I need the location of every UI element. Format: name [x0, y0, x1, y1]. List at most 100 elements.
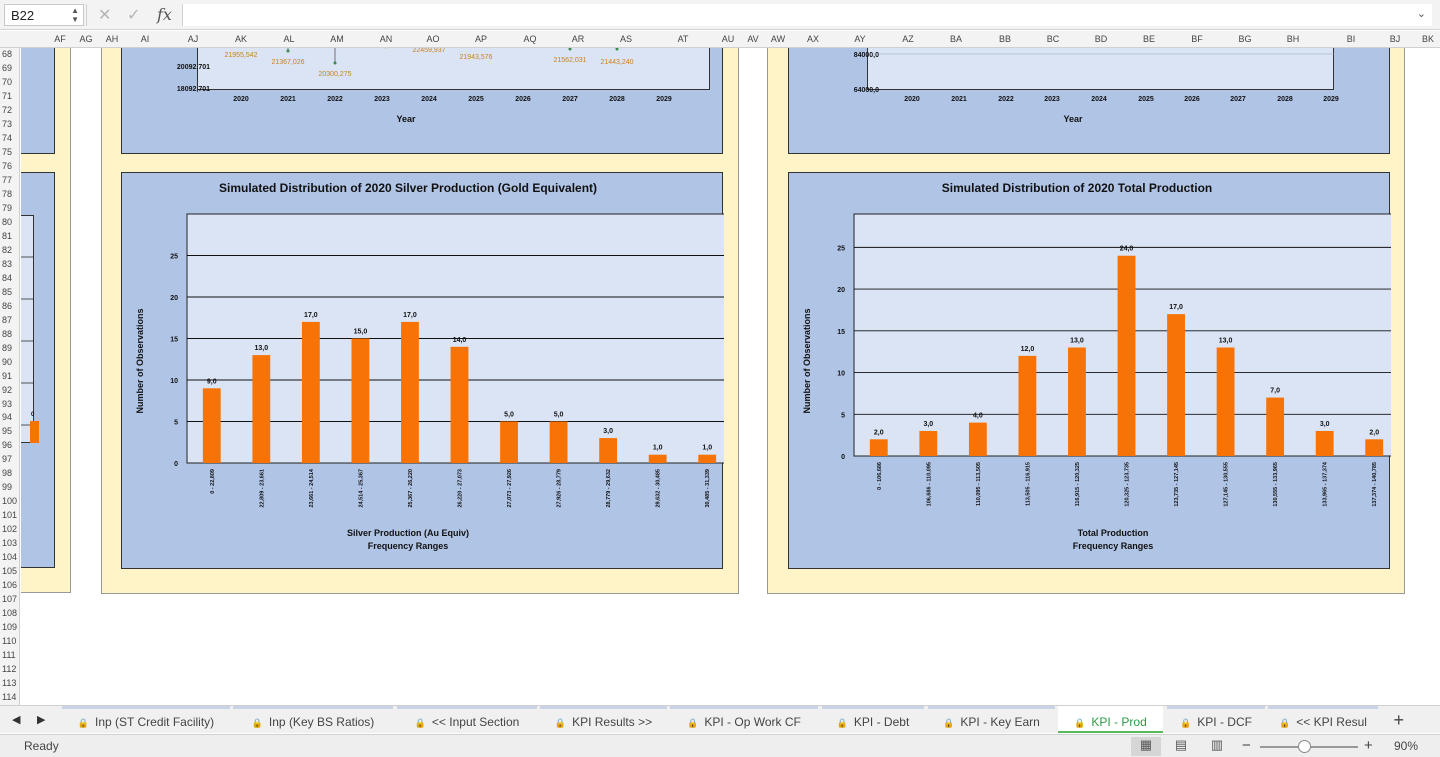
column-header-cell[interactable]: BJ — [1389, 34, 1401, 44]
zoom-level[interactable]: 90% — [1394, 739, 1419, 753]
column-header-cell[interactable]: AR — [571, 34, 585, 44]
row-header-cell[interactable]: 91 — [2, 370, 13, 381]
tab-scroll-right-icon[interactable]: ▶ — [37, 714, 46, 726]
column-header-cell[interactable]: AN — [379, 34, 393, 44]
row-header-cell[interactable]: 90 — [2, 356, 13, 367]
sheet-grid[interactable]: 0 22092,70120092,70118092,70120202021202… — [21, 48, 1440, 705]
row-header-cell[interactable]: 112 — [2, 664, 17, 675]
column-header-cell[interactable]: AH — [105, 34, 119, 44]
cancel-icon[interactable]: ✕ — [98, 7, 112, 24]
row-header-cell[interactable]: 69 — [2, 62, 13, 73]
row-header-cell[interactable]: 97 — [2, 454, 13, 465]
column-header-cell[interactable]: AV — [747, 34, 759, 44]
sheet-tab[interactable]: 🔒 KPI - Key Earn — [928, 706, 1055, 733]
sheet-tab[interactable]: 🔒 Inp (ST Credit Facility) — [62, 706, 230, 733]
sheet-tab[interactable]: 🔒 KPI - Op Work CF — [670, 706, 818, 733]
column-header-cell[interactable]: BG — [1238, 34, 1252, 44]
row-header-cell[interactable]: 105 — [2, 566, 18, 577]
row-header-cell[interactable]: 77 — [2, 174, 13, 185]
add-sheet-icon[interactable]: + — [1393, 710, 1404, 730]
row-header-cell[interactable]: 94 — [2, 412, 13, 423]
column-header-cell[interactable]: BI — [1346, 34, 1356, 44]
column-header-cell[interactable]: AZ — [902, 34, 914, 44]
column-header-cell[interactable]: AQ — [523, 34, 537, 44]
row-header-cell[interactable]: 113 — [2, 678, 17, 689]
column-header-cell[interactable]: BF — [1191, 34, 1203, 44]
zoom-out-icon[interactable]: − — [1242, 737, 1251, 754]
row-header-cell[interactable]: 108 — [2, 608, 18, 619]
row-header-cell[interactable]: 95 — [2, 426, 13, 437]
column-header-cell[interactable]: BB — [998, 34, 1012, 44]
row-header-cell[interactable]: 81 — [2, 230, 13, 241]
row-header-cell[interactable]: 114 — [2, 692, 17, 703]
column-header-cell[interactable]: AO — [426, 34, 440, 44]
column-header-cell[interactable]: AI — [140, 34, 150, 44]
row-header-cell[interactable]: 79 — [2, 202, 13, 213]
formula-input[interactable]: ⌄ — [182, 4, 1432, 26]
name-box-dropdown-icon[interactable]: ▲ ▼ — [71, 6, 79, 24]
column-header-cell[interactable]: AF — [54, 34, 66, 44]
row-header-cell[interactable]: 100 — [2, 496, 18, 507]
column-header-cell[interactable]: AT — [677, 34, 689, 44]
row-header-cell[interactable]: 83 — [2, 258, 13, 269]
zoom-slider-thumb[interactable] — [1298, 740, 1311, 753]
row-header-cell[interactable]: 68 — [2, 49, 13, 59]
column-header-cell[interactable]: AS — [619, 34, 633, 44]
column-header-cell[interactable]: BE — [1142, 34, 1156, 44]
row-header-cell[interactable]: 85 — [2, 286, 13, 297]
sheet-tab[interactable]: 🔒 << KPI Resul — [1268, 706, 1378, 733]
row-header-cell[interactable]: 104 — [2, 552, 18, 563]
row-header-cell[interactable]: 84 — [2, 272, 13, 283]
row-header-cell[interactable]: 98 — [2, 468, 13, 479]
column-header-cell[interactable]: AP — [474, 34, 488, 44]
column-header-cell[interactable]: AU — [721, 34, 735, 44]
insert-function-icon[interactable]: fx — [157, 5, 172, 24]
page-layout-view-icon[interactable]: ▤ — [1174, 737, 1188, 752]
sheet-tab[interactable]: 🔒 KPI Results >> — [540, 706, 667, 733]
column-header-cell[interactable]: BH — [1286, 34, 1300, 44]
row-header-cell[interactable]: 78 — [2, 188, 13, 199]
tab-scroll-left-icon[interactable]: ◀ — [12, 714, 21, 726]
row-header-cell[interactable]: 106 — [2, 580, 18, 591]
row-header-cell[interactable]: 75 — [2, 146, 13, 157]
row-header-cell[interactable]: 93 — [2, 398, 13, 409]
sheet-tab[interactable]: 🔒 Inp (Key BS Ratios) — [233, 706, 393, 733]
row-header-cell[interactable]: 109 — [2, 622, 18, 633]
column-header-cell[interactable]: AW — [770, 34, 786, 44]
row-header-cell[interactable]: 89 — [2, 342, 13, 353]
row-header-cell[interactable]: 76 — [2, 160, 13, 171]
row-header-cell[interactable]: 73 — [2, 118, 13, 129]
row-header-cell[interactable]: 72 — [2, 104, 13, 115]
column-header-cell[interactable]: AM — [330, 34, 344, 44]
row-header-cell[interactable]: 96 — [2, 440, 13, 451]
row-header-cell[interactable]: 101 — [2, 510, 18, 521]
row-header-cell[interactable]: 71 — [2, 90, 13, 101]
row-header-cell[interactable]: 107 — [2, 594, 18, 605]
row-header-cell[interactable]: 80 — [2, 216, 13, 227]
column-header-cell[interactable]: AK — [234, 34, 248, 44]
sheet-tab[interactable]: 🔒 << Input Section — [397, 706, 537, 733]
row-header-cell[interactable]: 99 — [2, 482, 13, 493]
enter-check-icon[interactable]: ✓ — [127, 7, 141, 24]
row-header-cell[interactable]: 110 — [2, 636, 17, 647]
row-header-cell[interactable]: 102 — [2, 524, 18, 535]
page-break-view-icon[interactable]: ▥ — [1210, 737, 1224, 752]
column-header-cell[interactable]: AJ — [187, 34, 199, 44]
column-header-cell[interactable]: AX — [806, 34, 820, 44]
row-header-cell[interactable]: 103 — [2, 538, 18, 549]
column-header-cell[interactable]: AG — [79, 34, 93, 44]
sheet-tab[interactable]: 🔒 KPI - Debt — [822, 706, 924, 733]
row-header-cell[interactable]: 88 — [2, 328, 13, 339]
row-header-cell[interactable]: 92 — [2, 384, 13, 395]
column-header-cell[interactable]: BK — [1421, 34, 1435, 44]
column-header-cell[interactable]: BC — [1046, 34, 1060, 44]
sheet-tab[interactable]: 🔒 KPI - DCF — [1167, 706, 1265, 733]
zoom-in-icon[interactable]: + — [1364, 737, 1373, 754]
normal-view-icon[interactable]: ▦ — [1131, 737, 1161, 756]
column-header-cell[interactable]: AL — [283, 34, 295, 44]
chevron-down-icon[interactable]: ⌄ — [1416, 8, 1426, 20]
row-header-cell[interactable]: 82 — [2, 244, 13, 255]
row-header-cell[interactable]: 70 — [2, 76, 13, 87]
column-header-cell[interactable]: BD — [1094, 34, 1108, 44]
row-header-cell[interactable]: 111 — [2, 650, 16, 661]
